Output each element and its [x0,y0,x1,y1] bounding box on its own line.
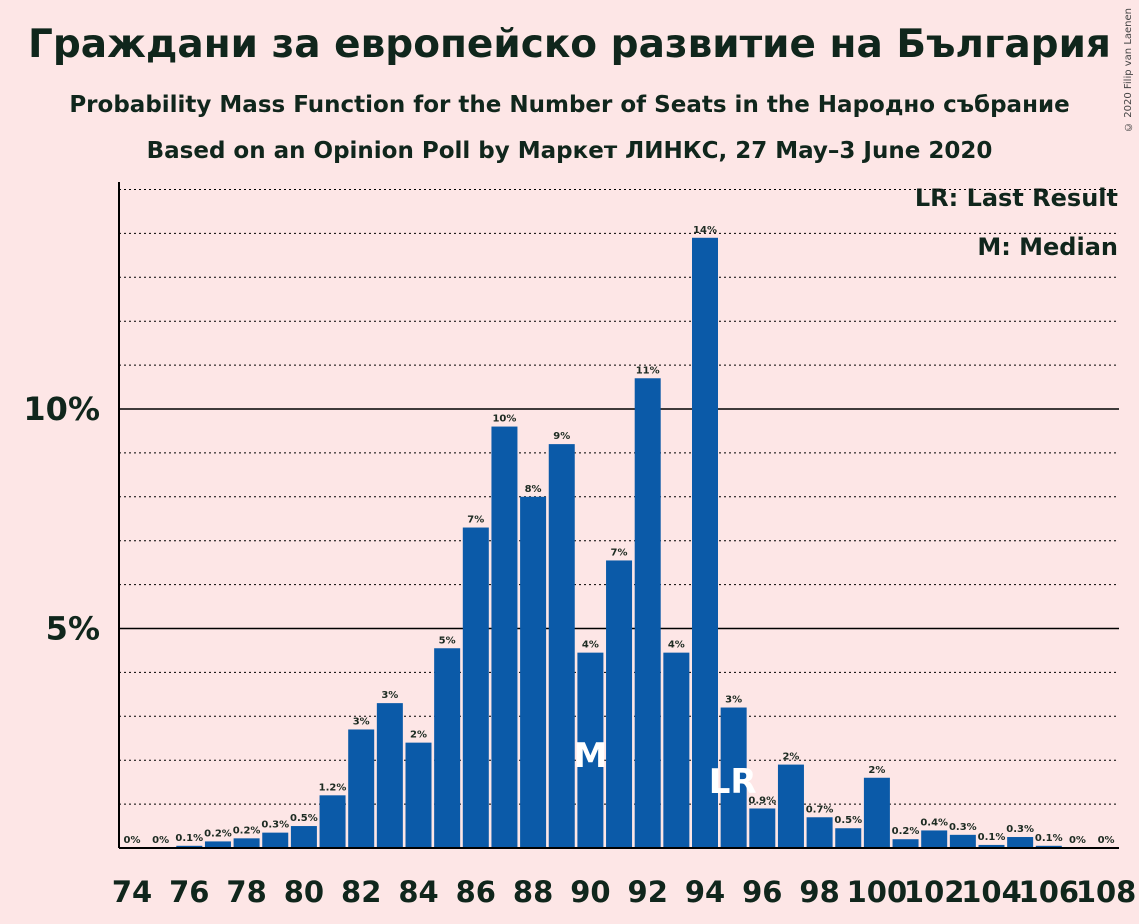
bar-seat-86 [462,527,489,848]
value-label-seat-97: 2% [782,752,799,763]
bar-seat-99 [835,828,862,848]
value-label-seat-86: 7% [467,515,484,526]
bar-seat-89 [548,444,575,848]
bar-seat-96 [749,808,776,848]
bar-seat-85 [434,648,461,848]
value-label-seat-81: 1.2% [319,782,347,793]
x-tick-label: 104 [961,875,1022,909]
x-tick-label: 82 [341,875,381,909]
value-label-seat-74: 0% [124,835,141,846]
value-label-seat-78: 0.2% [233,825,261,836]
chart-subtitle: Probability Mass Function for the Number… [69,92,1070,118]
bar-seat-80 [290,826,317,848]
bar-seat-94 [692,237,718,849]
bar-seat-95 [720,707,747,848]
x-tick-label: 76 [169,875,209,909]
value-label-seat-101: 0.2% [892,826,920,837]
value-label-seat-79: 0.3% [261,820,289,831]
bars-group [176,237,1062,849]
value-label-seat-85: 5% [439,635,456,646]
value-label-seat-104: 0.1% [978,832,1006,843]
value-label-seat-93: 4% [668,640,685,651]
axes-group [118,182,1119,849]
bar-seat-91 [606,560,633,848]
bar-seat-93 [663,652,690,848]
x-tick-label: 94 [685,875,725,909]
value-label-seat-105: 0.3% [1006,824,1034,835]
value-label-seat-82: 3% [353,716,370,727]
value-label-seat-89: 9% [553,431,570,442]
value-label-seat-87: 10% [492,414,516,425]
bar-seat-92 [634,378,661,848]
value-label-seat-99: 0.5% [834,815,862,826]
poll-source: Based on an Opinion Poll by Маркет ЛИНКС… [146,138,993,164]
y-tick-label: 10% [23,390,100,428]
tick-labels-group: 5% 10% 74 76 78 80 82 84 86 88 90 92 94 96 98 100102104… [23,390,1136,909]
x-tick-label: 98 [799,875,839,909]
bar-seat-101 [892,839,919,848]
x-tick-label: 78 [226,875,266,909]
value-label-seat-98: 0.7% [806,804,834,815]
value-labels-group: 0% 0% 0.1% 0.2% 0.2%0.3%0.5%1.2%3%3%2%5%7%10… [124,225,1115,846]
value-label-seat-95: 3% [725,695,742,706]
markers-group: M LR [573,736,756,802]
bar-seat-105 [1007,837,1034,848]
value-label-seat-84: 2% [410,730,427,741]
bar-seat-76 [176,845,203,848]
value-label-seat-102: 0.4% [920,817,948,828]
bar-seat-102 [921,830,948,848]
value-label-seat-100: 2% [868,765,885,776]
last-result-marker: LR [709,762,757,802]
bar-seat-90 [577,652,604,848]
bar-seat-81 [319,795,346,848]
value-label-seat-107: 0% [1069,835,1086,846]
value-label-seat-103: 0.3% [949,822,977,833]
value-label-seat-76: 0.1% [175,833,203,844]
value-label-seat-80: 0.5% [290,813,318,824]
x-tick-label: 90 [570,875,610,909]
x-tick-label: 88 [513,875,553,909]
value-label-seat-77: 0.2% [204,828,232,839]
value-label-seat-92: 11% [636,365,660,376]
value-label-seat-108: 0% [1098,835,1115,846]
bar-seat-77 [204,841,231,848]
x-tick-label: 86 [456,875,496,909]
bar-seat-98 [806,817,833,848]
x-tick-label: 92 [628,875,668,909]
bar-seat-79 [262,832,289,848]
x-tick-label: 84 [398,875,438,909]
value-label-seat-90: 4% [582,640,599,651]
x-tick-label: 74 [112,875,152,909]
y-tick-label: 5% [46,610,100,648]
bar-seat-88 [520,496,547,848]
bar-seat-82 [348,729,375,848]
bar-seat-83 [376,703,403,848]
x-tick-label: 108 [1076,875,1137,909]
x-tick-label: 100 [847,875,908,909]
value-label-seat-75: 0% [152,835,169,846]
bar-seat-97 [777,764,804,848]
value-label-seat-96: 0.9% [748,795,776,806]
value-label-seat-106: 0.1% [1035,833,1063,844]
x-tick-label: 80 [284,875,324,909]
chart-title: Граждани за европейско развитие на Бълга… [28,22,1111,67]
bar-seat-100 [863,777,890,848]
bar-seat-106 [1035,845,1062,848]
value-label-seat-94: 14% [693,225,717,236]
value-label-seat-88: 8% [525,484,542,495]
value-label-seat-91: 7% [611,547,628,558]
value-label-seat-83: 3% [381,690,398,701]
bar-seat-104 [978,844,1005,848]
x-tick-label: 102 [904,875,965,909]
bar-seat-78 [233,838,260,848]
bar-seat-103 [949,834,976,848]
legend-median: M: Median [977,233,1118,261]
median-marker: M [573,736,607,776]
legend-last-result: LR: Last Result [914,184,1118,212]
bar-seat-87 [491,426,518,848]
x-tick-label: 106 [1019,875,1080,909]
x-tick-label: 96 [742,875,782,909]
bar-seat-84 [405,742,432,848]
